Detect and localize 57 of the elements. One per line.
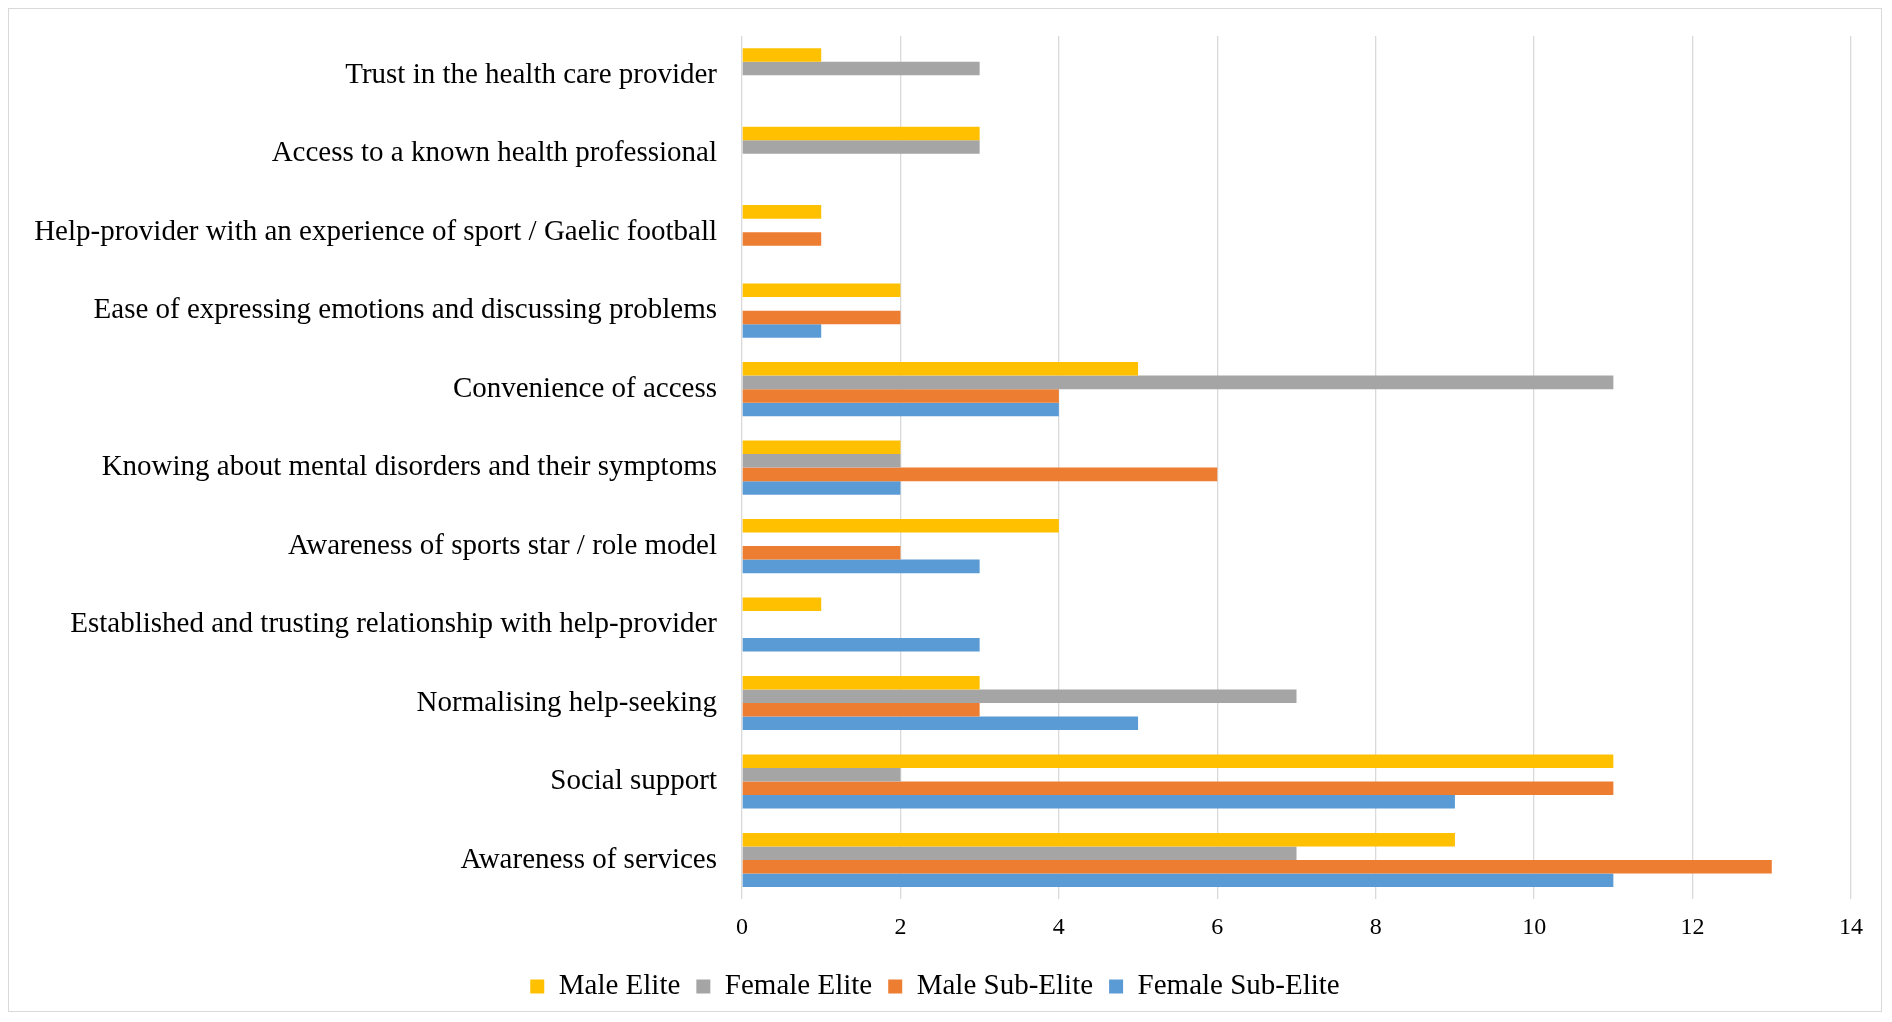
bar [742, 638, 980, 652]
bar [742, 675, 980, 690]
x-tick-label: 14 [1839, 912, 1863, 939]
bar [742, 61, 980, 76]
legend-label: Female Sub-Elite [1137, 968, 1340, 1001]
bar [742, 767, 901, 782]
bar [742, 205, 822, 219]
x-tick-label: 0 [736, 912, 748, 939]
bar [742, 689, 1297, 704]
bar [742, 703, 980, 717]
y-tick-label: Awareness of sports star / role model [287, 527, 717, 560]
bar [742, 140, 980, 154]
bar [742, 389, 1059, 403]
legend-label: Male Sub-Elite [916, 968, 1094, 1001]
bar [742, 283, 901, 298]
legend-label: Female Elite [724, 968, 873, 1001]
x-tick-label: 4 [1052, 912, 1065, 939]
y-tick-label: Normalising help-seeking [416, 684, 717, 717]
x-tick-label: 12 [1680, 912, 1705, 939]
bar [742, 832, 1455, 847]
bar [742, 754, 1614, 768]
bar [742, 440, 901, 455]
legend-label: Male Elite [558, 968, 681, 1001]
bar [742, 126, 980, 141]
x-tick-label: 10 [1522, 912, 1547, 939]
bar [742, 795, 1455, 809]
bar [742, 559, 980, 574]
bar [742, 310, 901, 325]
y-tick-label: Knowing about mental disorders and their symptoms [101, 449, 717, 482]
y-tick-label: Social support [550, 763, 717, 796]
bar [742, 402, 1059, 417]
x-tick-label: 8 [1369, 912, 1382, 939]
bar [742, 546, 901, 560]
bar [742, 716, 1139, 731]
y-tick-label: Trust in the health care provider [345, 56, 718, 89]
y-tick-label: Convenience of access [452, 370, 717, 403]
y-tick-label: Established and trusting relationship with help-provider [70, 606, 718, 639]
y-tick-label: Awareness of services [460, 841, 717, 874]
bar [742, 232, 822, 246]
y-tick-label: Help-provider with an experience of sport / Gaelic football [34, 213, 717, 246]
y-tick-label: Ease of expressing emotions and discussing problems [93, 292, 717, 325]
bar [742, 781, 1614, 796]
bar [742, 597, 822, 612]
bar [742, 481, 901, 495]
bar [742, 873, 1614, 888]
x-tick-label: 2 [894, 912, 907, 939]
bar [742, 454, 901, 468]
bar [742, 467, 1218, 482]
bar [742, 519, 1059, 533]
y-tick-label: Access to a known health professional [271, 135, 717, 168]
bar [742, 859, 1772, 874]
bar [742, 362, 1139, 376]
bar [742, 324, 822, 338]
bar [742, 846, 1297, 860]
bar [742, 48, 822, 62]
x-tick-label: 6 [1211, 912, 1224, 939]
bar [742, 375, 1614, 390]
